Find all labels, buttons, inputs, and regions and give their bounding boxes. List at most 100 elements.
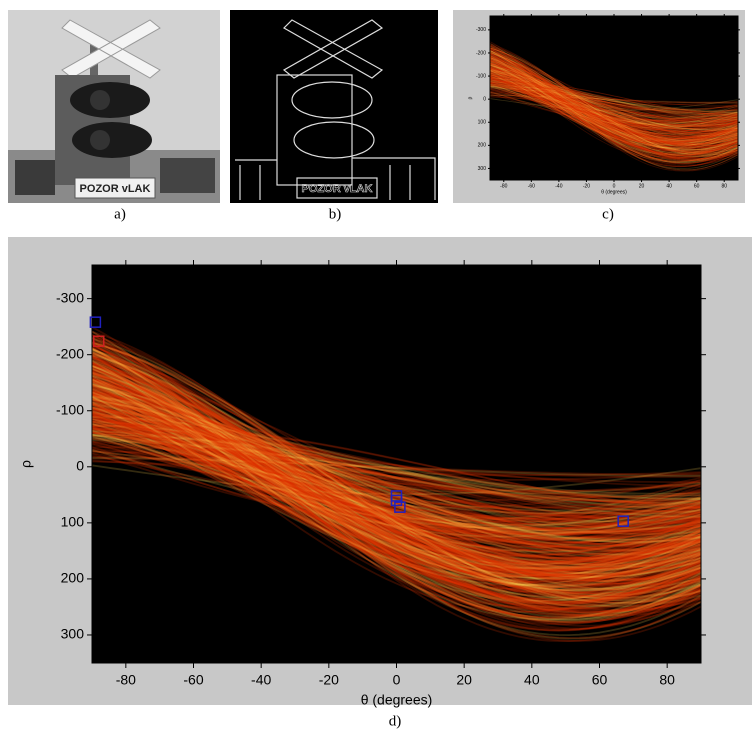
hough-curve: [490, 72, 738, 147]
hough-curve: [92, 377, 701, 577]
hough-curve: [490, 59, 738, 151]
hough-curve: [92, 386, 701, 570]
hough-curve: [490, 70, 738, 139]
hough-curve: [490, 56, 738, 156]
hough-curve: [92, 374, 701, 575]
hough-curve: [92, 388, 701, 552]
hough-curve: [92, 349, 701, 626]
hough-curve: [490, 76, 738, 132]
hough-curve: [490, 59, 738, 150]
hough-curve: [490, 61, 738, 146]
hough-curve: [490, 98, 738, 111]
hough-curve: [490, 65, 738, 147]
hough-curve: [92, 383, 701, 580]
panel-label: c): [602, 206, 614, 222]
hough-curve: [92, 378, 701, 570]
hough-curve: [92, 383, 701, 593]
hough-curve: [490, 63, 738, 143]
hough-curve: [92, 355, 701, 610]
hough-curve: [92, 375, 701, 609]
hough-curve: [490, 81, 738, 131]
hough-curve: [92, 363, 701, 595]
hough-curve: [92, 422, 701, 515]
hough-curve: [92, 343, 701, 632]
hough-curve: [490, 74, 738, 127]
hough-curve: [490, 76, 738, 127]
hough-curve: [92, 401, 701, 564]
hough-curve: [92, 378, 701, 577]
hough-curve: [92, 434, 701, 534]
hough-curve: [92, 450, 701, 495]
photo: POZOR vLAK: [8, 10, 220, 203]
x-axis-label: θ (degrees): [361, 692, 433, 708]
hough-curve: [490, 77, 738, 128]
hough-curve: [92, 366, 701, 604]
hough-curve: [490, 62, 738, 144]
hough-curve: [490, 59, 738, 157]
hough-curve: [92, 421, 701, 535]
hough-curve: [92, 340, 701, 631]
hough-curve: [490, 50, 738, 160]
hough-curve: [490, 68, 738, 142]
hough-curve: [490, 47, 738, 167]
hough-curve: [92, 393, 701, 561]
hough-curve: [490, 66, 738, 142]
hough-curve: [92, 401, 701, 548]
hough-curve: [490, 96, 738, 105]
hough-curve: [490, 83, 738, 115]
hough-curve: [490, 82, 738, 127]
hough-curve: [92, 410, 701, 567]
hough-curve: [92, 364, 701, 582]
hough-curve: [490, 60, 738, 141]
hough-curve: [92, 418, 701, 549]
hough-curve: [92, 438, 701, 498]
hough-curve: [490, 63, 738, 145]
hough-curve: [490, 74, 738, 135]
hough-curve: [490, 56, 738, 155]
hough-curve: [92, 423, 701, 538]
hough-curve: [490, 61, 738, 145]
hough-curve: [490, 50, 738, 161]
hough-curve: [490, 49, 738, 167]
hough-curve: [490, 69, 738, 135]
hough-curve: [490, 77, 738, 137]
hough-curve: [92, 458, 701, 476]
hough-curve: [490, 53, 738, 158]
hough-curve: [490, 57, 738, 151]
hough-curve: [92, 372, 701, 579]
hough-curve: [490, 65, 738, 137]
hough-curve: [92, 361, 701, 606]
x-tick-label: -40: [251, 672, 271, 688]
hough-curve: [92, 424, 701, 530]
hough-curve: [92, 341, 701, 604]
hough-curve: [92, 448, 701, 492]
hough-curve: [490, 81, 738, 117]
hough-curve: [490, 55, 738, 154]
hough-curve: [92, 389, 701, 560]
hough-curve: [490, 77, 738, 130]
hough-curve: [92, 352, 701, 600]
hough-curve: [490, 90, 738, 108]
hough-curve: [490, 74, 738, 145]
hough-curve: [92, 395, 701, 586]
hough-curve: [490, 60, 738, 160]
hough-curve: [490, 76, 738, 127]
hough-curve: [490, 50, 738, 164]
hough-curve: [490, 68, 738, 137]
hough-curve: [490, 78, 738, 123]
hough-curve: [92, 371, 701, 600]
hough-curve: [92, 405, 701, 566]
hough-curve: [490, 71, 738, 130]
hough-curve: [92, 403, 701, 577]
hough-curve: [490, 81, 738, 117]
y-tick-label: 100: [478, 120, 487, 126]
hough-curve: [490, 50, 738, 162]
hough-curve: [490, 57, 738, 156]
hough-curve: [490, 69, 738, 137]
hough-curve: [490, 83, 738, 116]
hough-curve: [490, 61, 738, 149]
hough-curve: [92, 420, 701, 529]
hough-curve: [92, 452, 701, 501]
hough-curve: [490, 84, 738, 115]
hough-curve: [92, 363, 701, 603]
